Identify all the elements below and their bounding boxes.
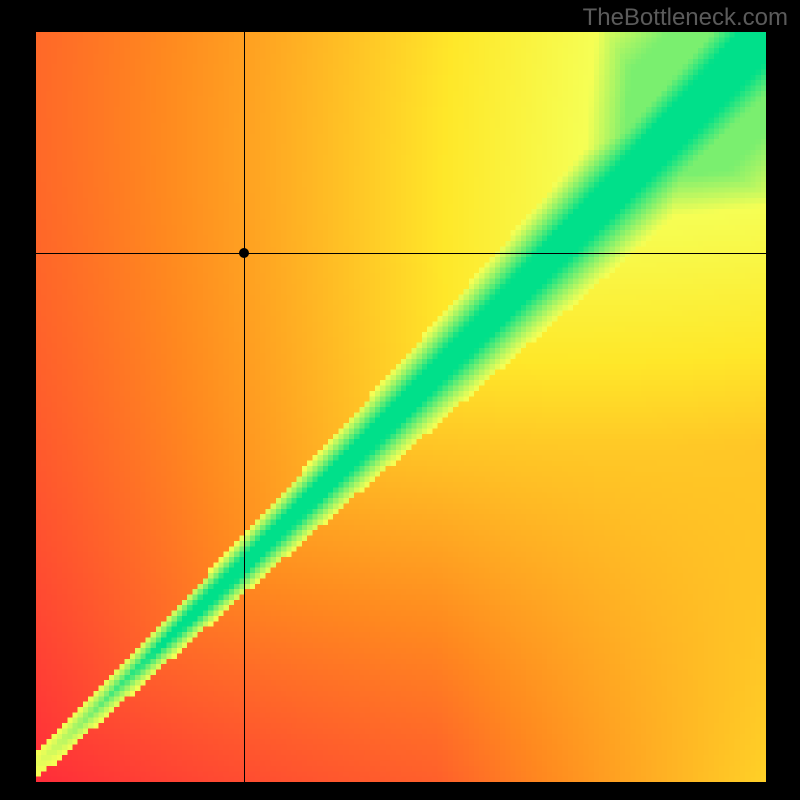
heatmap-plot-area <box>36 32 766 782</box>
watermark-text: TheBottleneck.com <box>583 4 788 32</box>
crosshair-horizontal <box>36 253 766 254</box>
crosshair-vertical <box>244 32 245 782</box>
chart-container: TheBottleneck.com <box>0 0 800 800</box>
heatmap-canvas <box>36 32 766 782</box>
